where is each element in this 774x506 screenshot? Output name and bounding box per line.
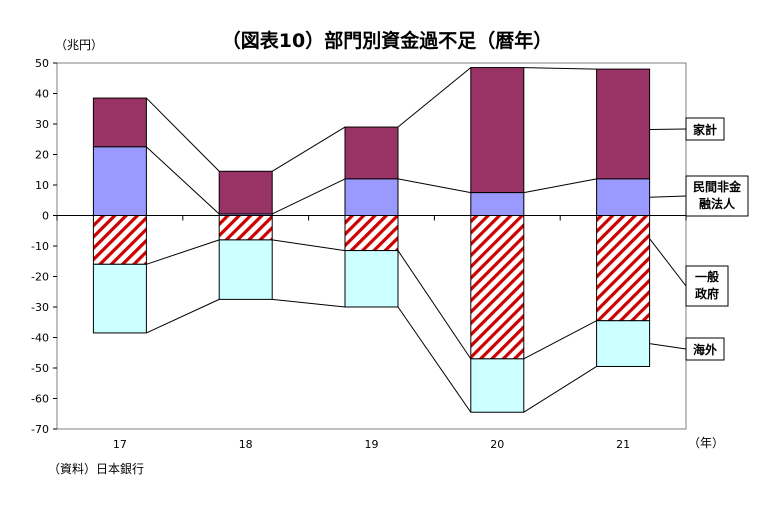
x-tick-label: 18 — [239, 438, 253, 451]
connector-line — [146, 298, 220, 334]
y-tick-label: 50 — [35, 57, 49, 70]
connector-line — [271, 178, 346, 215]
legend-box — [685, 337, 725, 361]
x-tick-label: 21 — [616, 438, 630, 451]
y-tick-label: -20 — [31, 271, 49, 284]
bar-一般政府-21 — [596, 215, 651, 322]
connector-line — [523, 178, 597, 194]
bar-家計-17 — [92, 97, 147, 148]
bar-一般政府-17 — [92, 215, 147, 265]
chart-title: （図表10）部門別資金過不足（暦年） — [221, 30, 553, 52]
legend-label: 民間非金 — [693, 179, 742, 194]
x-axis-unit: （年） — [688, 436, 725, 450]
connector-line — [272, 298, 346, 308]
legend-label: 融法人 — [699, 196, 736, 211]
bar-海外-17 — [92, 263, 147, 334]
connector-line — [397, 306, 472, 413]
y-tick-label: 10 — [35, 179, 49, 192]
bar-民間非金融法人-21 — [596, 178, 651, 216]
y-tick-label: -60 — [31, 393, 49, 406]
bar-海外-19 — [344, 250, 399, 308]
bar-家計-19 — [344, 126, 399, 180]
y-tick-label: -70 — [31, 423, 49, 436]
bar-海外-21 — [596, 320, 651, 367]
connector-line — [523, 366, 597, 413]
connector-line — [523, 67, 597, 70]
legend-box — [685, 265, 729, 307]
legend-label: 家計 — [693, 122, 717, 137]
bar-家計-21 — [596, 68, 651, 180]
y-tick-label: -50 — [31, 362, 49, 375]
y-axis-unit: （兆円） — [55, 38, 104, 52]
y-tick-label: -30 — [31, 301, 49, 314]
legend-leader-line — [649, 195, 687, 198]
connector-line — [146, 146, 220, 215]
x-tick-label: 19 — [365, 438, 379, 451]
y-tick-label: -10 — [31, 240, 49, 253]
bar-一般政府-18 — [218, 215, 273, 241]
y-tick-label: 30 — [35, 118, 49, 131]
legend-label: 政府 — [695, 286, 719, 301]
legend-leader-line — [649, 238, 687, 287]
bar-民間非金融法人-20 — [470, 192, 525, 216]
bar-家計-18 — [218, 170, 273, 215]
legend-label: 一般 — [695, 269, 719, 284]
x-tick-label: 20 — [490, 438, 504, 451]
legend-box — [685, 175, 749, 217]
y-tick-label: 20 — [35, 149, 49, 162]
bar-海外-18 — [218, 239, 273, 300]
x-tick-label: 17 — [113, 438, 127, 451]
connector-line — [271, 126, 346, 172]
bar-海外-20 — [470, 358, 525, 413]
bar-民間非金融法人-17 — [92, 146, 147, 216]
bar-家計-20 — [470, 67, 525, 194]
connector-line — [272, 239, 346, 252]
legend-leader-line — [649, 343, 687, 350]
bar-民間非金融法人-19 — [344, 178, 399, 216]
connector-line — [146, 97, 220, 172]
connector-line — [523, 320, 597, 360]
source-note: （資料）日本銀行 — [48, 462, 145, 476]
bar-一般政府-20 — [470, 215, 525, 360]
y-tick-label: 0 — [42, 210, 49, 223]
connector-line — [397, 67, 472, 128]
y-tick-label: 40 — [35, 88, 49, 101]
legend-box — [685, 117, 725, 141]
y-tick-label: -40 — [31, 332, 49, 345]
connector-line — [397, 178, 471, 194]
bar-一般政府-19 — [344, 215, 399, 252]
connector-line — [146, 239, 220, 265]
connector-line — [397, 250, 472, 360]
legend-label: 海外 — [693, 342, 717, 357]
